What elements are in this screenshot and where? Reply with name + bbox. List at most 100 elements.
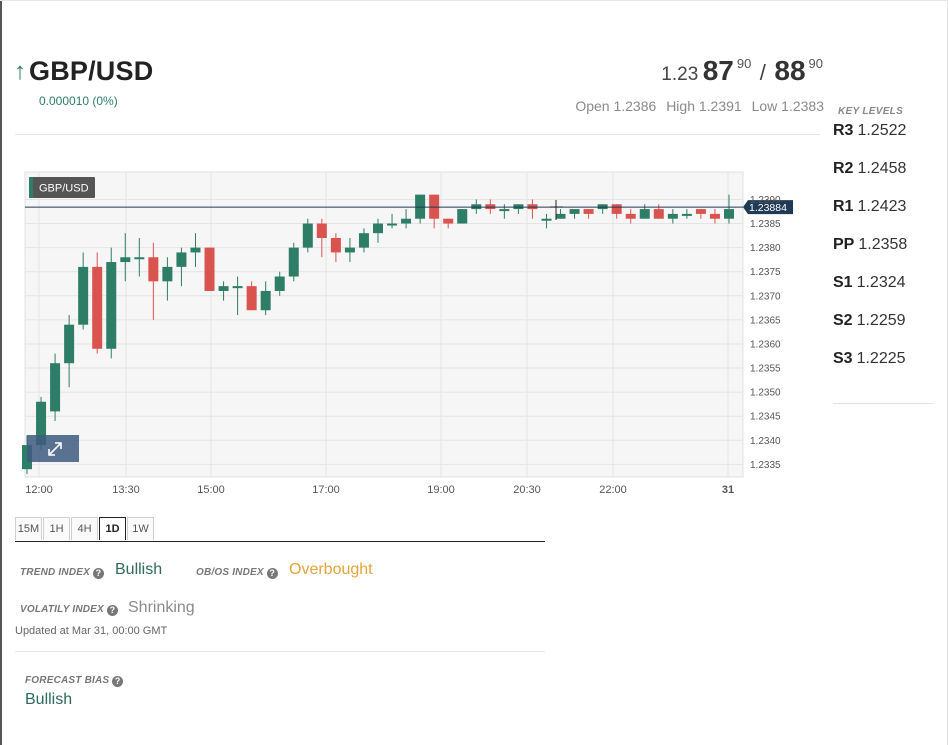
y-tick-label: 1.2380 (750, 243, 781, 254)
open-high-low: Open 1.2386 High 1.2391 Low 1.2383 (575, 98, 824, 114)
forecast-bias-value: Bullish (25, 691, 73, 708)
candle-body (232, 286, 243, 289)
candle (457, 209, 468, 224)
tab-1w[interactable]: 1W (127, 517, 154, 540)
candle (541, 213, 552, 229)
x-tick-label: 17:00 (312, 484, 340, 496)
candle-body (78, 266, 89, 325)
candle (148, 242, 159, 320)
pair-header: ↑ GBP/USD (14, 56, 153, 87)
candle (316, 218, 327, 258)
help-icon[interactable]: ? (266, 568, 278, 579)
volatility-index-value: Shrinking (128, 599, 195, 616)
high-value: High 1.2391 (666, 98, 742, 114)
trend-index-value: Bullish (115, 561, 163, 578)
help-icon[interactable]: ? (92, 568, 104, 579)
tab-4h[interactable]: 4H (71, 517, 98, 540)
key-level-s2: S2 1.2259 (833, 312, 906, 329)
candle-body (218, 286, 229, 291)
current-price-label: 1.23884 (749, 202, 787, 214)
key-level-s1: S1 1.2324 (833, 274, 906, 291)
chart-title: GBP/USD (39, 183, 89, 195)
candle-body (358, 233, 369, 248)
candle (246, 281, 257, 311)
candle-body (555, 213, 566, 219)
low-value: Low 1.2383 (751, 98, 824, 114)
candle-body (344, 247, 355, 253)
candle (204, 247, 215, 291)
y-tick-label: 1.2340 (750, 436, 781, 447)
help-icon[interactable]: ? (106, 605, 118, 616)
candle-body (92, 266, 103, 349)
key-levels-title: KEY LEVELS (838, 106, 904, 117)
candle-body (583, 209, 594, 214)
obos-index-label: OB/OS INDEX? (196, 567, 278, 579)
arrow-up-icon: ↑ (14, 57, 26, 85)
candle-body (667, 213, 678, 219)
candle-body (260, 290, 271, 311)
quote-separator: / (759, 60, 766, 85)
candle (274, 271, 285, 296)
candle (106, 247, 117, 359)
y-tick-label: 1.2360 (750, 339, 781, 350)
x-axis-ticks: 12:00 13:30 15:00 17:00 19:00 20:30 22:00 31 (25, 484, 734, 496)
candle (64, 315, 75, 388)
bid-fraction: 90 (736, 56, 752, 71)
tab-1d[interactable]: 1D (99, 517, 126, 540)
candle (260, 281, 271, 316)
candle (569, 209, 580, 219)
expand-chart-button[interactable] (27, 435, 79, 462)
bid-pips: 87 (702, 55, 734, 86)
candle-body (499, 209, 510, 212)
candle (358, 228, 369, 253)
y-tick-label: 1.2335 (750, 460, 781, 471)
candle-body (443, 218, 454, 224)
y-tick-label: 1.2365 (750, 315, 781, 326)
candle-body (695, 209, 706, 214)
candle-body (274, 276, 285, 291)
candle-body (625, 213, 636, 219)
candle-body (162, 266, 173, 282)
y-tick-label: 1.2350 (750, 388, 781, 399)
bid-prefix: 1.23 (661, 64, 699, 85)
candle-body (246, 286, 257, 311)
candle (625, 209, 636, 224)
candle (724, 194, 734, 224)
chart-plot-area (24, 171, 744, 478)
help-icon[interactable]: ? (112, 676, 124, 687)
y-tick-label: 1.2385 (750, 219, 781, 230)
tab-1h[interactable]: 1H (43, 517, 70, 540)
obos-index-value: Overbought (289, 561, 373, 578)
header-divider (15, 134, 820, 135)
key-level-r1: R1 1.2423 (833, 198, 907, 215)
candle-body (190, 247, 201, 253)
candle (134, 237, 145, 277)
y-tick-label: 1.2375 (750, 267, 781, 278)
y-tick-label: 1.2370 (750, 291, 781, 302)
x-tick-label: 15:00 (197, 484, 225, 496)
x-tick-label: 12:00 (25, 484, 53, 496)
price-chart[interactable]: GBP/USD 1.23884 1.2335 1.2340 1.2345 1.2350… (0, 165, 800, 500)
candle (344, 237, 355, 263)
y-tick-label: 1.2345 (750, 412, 781, 423)
candle-body (401, 218, 412, 224)
candle (162, 257, 173, 301)
candle-body (709, 213, 720, 219)
candle (288, 242, 299, 282)
x-tick-label: 22:00 (599, 484, 627, 496)
candle (232, 276, 243, 316)
candle (709, 209, 720, 224)
tab-15m[interactable]: 15M (15, 517, 42, 540)
y-tick-label: 1.2355 (750, 364, 781, 375)
volatility-index-label: VOLATILY INDEX? (20, 604, 118, 616)
expand-icon (48, 442, 62, 456)
candle (373, 218, 383, 243)
candle-body (134, 257, 145, 260)
key-level-r2: R2 1.2458 (833, 160, 907, 177)
candle-body (330, 237, 341, 253)
candle (78, 252, 89, 330)
x-tick-label: 19:00 (427, 484, 455, 496)
candle-body (64, 324, 75, 364)
candle (50, 353, 61, 422)
price-change: 0.000010 (0%) (39, 94, 118, 108)
